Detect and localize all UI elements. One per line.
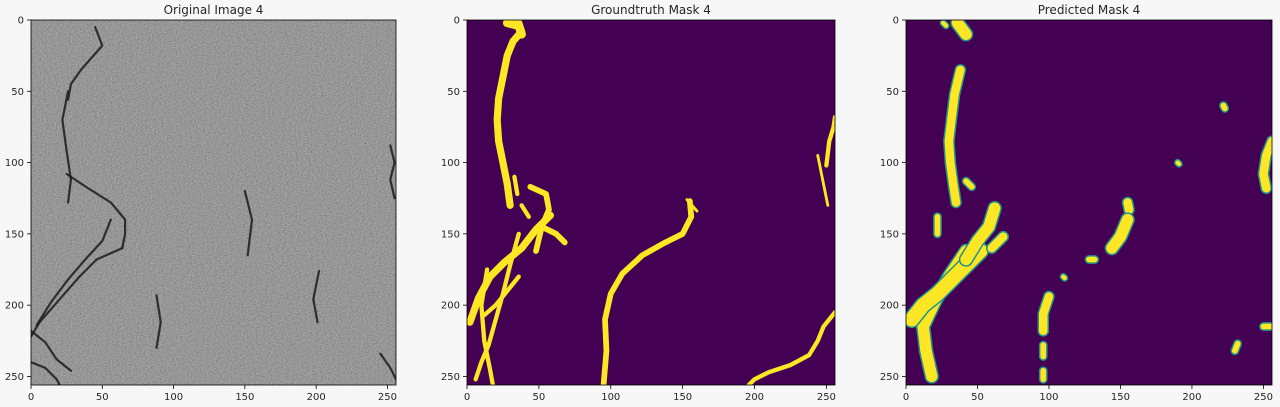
mask-region	[1231, 340, 1241, 354]
x-tick-label: 150	[673, 392, 692, 403]
y-tick-label: 50	[11, 87, 24, 98]
x-tick-label: 100	[164, 392, 183, 403]
mask-region	[1038, 292, 1054, 336]
dark-feature	[61, 90, 73, 204]
image-area	[906, 20, 1272, 385]
image-area	[467, 20, 835, 385]
x-tick-label: 100	[1039, 392, 1058, 403]
dark-feature	[243, 189, 254, 257]
y-tick-label: 200	[5, 301, 24, 312]
mask-region	[519, 203, 531, 219]
y-tick-label: 250	[880, 372, 899, 383]
dark-feature	[35, 218, 112, 327]
mask-region	[1123, 198, 1134, 214]
mask-region	[951, 20, 972, 40]
y-tick-label: 100	[5, 158, 24, 169]
y-tick-label: 50	[886, 87, 899, 98]
mask-region	[944, 65, 965, 207]
mask-region	[482, 274, 521, 318]
y-tick-label: 0	[454, 16, 460, 27]
image-texture	[31, 20, 396, 385]
axes-frame	[905, 19, 1273, 386]
dark-feature	[31, 329, 73, 372]
y-tick-label: 200	[441, 301, 460, 312]
axes-frame	[30, 19, 397, 386]
mask-region	[960, 202, 1001, 266]
dark-feature	[31, 361, 61, 385]
dark-feature	[155, 294, 162, 350]
mask-region	[685, 198, 699, 213]
x-tick-label: 250	[1254, 392, 1273, 403]
mask-region	[502, 20, 526, 39]
y-tick-label: 250	[441, 372, 460, 383]
mask-region	[493, 20, 526, 209]
x-tick-label: 250	[378, 392, 397, 403]
axes-frame	[466, 19, 836, 386]
x-tick-label: 100	[601, 392, 620, 403]
y-tick-label: 250	[5, 372, 24, 383]
y-tick-label: 150	[441, 229, 460, 240]
x-tick-label: 150	[1111, 392, 1130, 403]
x-tick-label: 50	[96, 392, 109, 403]
mask-region	[527, 183, 552, 254]
mask-region	[987, 232, 1008, 253]
panel-title: Groundtruth Mask 4	[591, 3, 711, 17]
x-tick-label: 0	[28, 392, 34, 403]
panel-title: Predicted Mask 4	[1038, 3, 1141, 17]
y-tick-label: 150	[5, 229, 24, 240]
dark-feature	[312, 269, 321, 324]
mask-region	[538, 223, 568, 246]
mask-region	[473, 231, 521, 382]
x-tick-label: 200	[307, 392, 326, 403]
panel-title: Original Image 4	[164, 3, 264, 17]
mask-region	[1259, 136, 1272, 193]
y-tick-label: 50	[447, 87, 460, 98]
mask-background	[467, 20, 835, 385]
mask-region	[1175, 160, 1182, 167]
mask-region	[600, 198, 695, 385]
x-tick-label: 0	[903, 392, 909, 403]
mask-region	[512, 174, 520, 197]
panel-3: Predicted Mask 4 0 50 100 150 200 250 0 50 100 150…	[880, 3, 1273, 403]
mask-region	[824, 114, 835, 168]
mask-region	[941, 20, 949, 28]
y-tick-label: 150	[880, 229, 899, 240]
panel-2: Groundtruth Mask 4 0 50 100 150 200 250 0 50 100 1…	[441, 3, 836, 403]
mask-region	[1220, 102, 1228, 112]
panel-1: Original Image 4 0 50 100 150 200 250 0 50 100 150…	[5, 3, 397, 403]
x-tick-label: 200	[745, 392, 764, 403]
dark-feature	[389, 144, 396, 200]
x-tick-label: 200	[1182, 392, 1201, 403]
x-tick-label: 0	[464, 392, 470, 403]
y-tick-label: 100	[880, 158, 899, 169]
mask-region	[746, 310, 835, 385]
mask-region	[816, 154, 830, 207]
x-tick-label: 150	[235, 392, 254, 403]
dark-feature	[66, 26, 104, 101]
mask-region	[963, 178, 975, 190]
x-tick-label: 50	[533, 392, 546, 403]
y-tick-label: 100	[441, 158, 460, 169]
x-tick-label: 50	[971, 392, 984, 403]
x-tick-label: 250	[817, 392, 836, 403]
mask-region	[467, 211, 554, 326]
mask-region	[1061, 274, 1067, 281]
y-tick-label: 200	[880, 301, 899, 312]
dark-feature	[65, 172, 127, 250]
image-area	[31, 20, 396, 385]
y-tick-label: 0	[18, 16, 24, 27]
mask-region	[1106, 213, 1134, 254]
mask-background	[906, 20, 1272, 385]
y-tick-label: 0	[893, 16, 899, 27]
mask-region	[479, 267, 496, 385]
dark-feature	[379, 352, 396, 381]
